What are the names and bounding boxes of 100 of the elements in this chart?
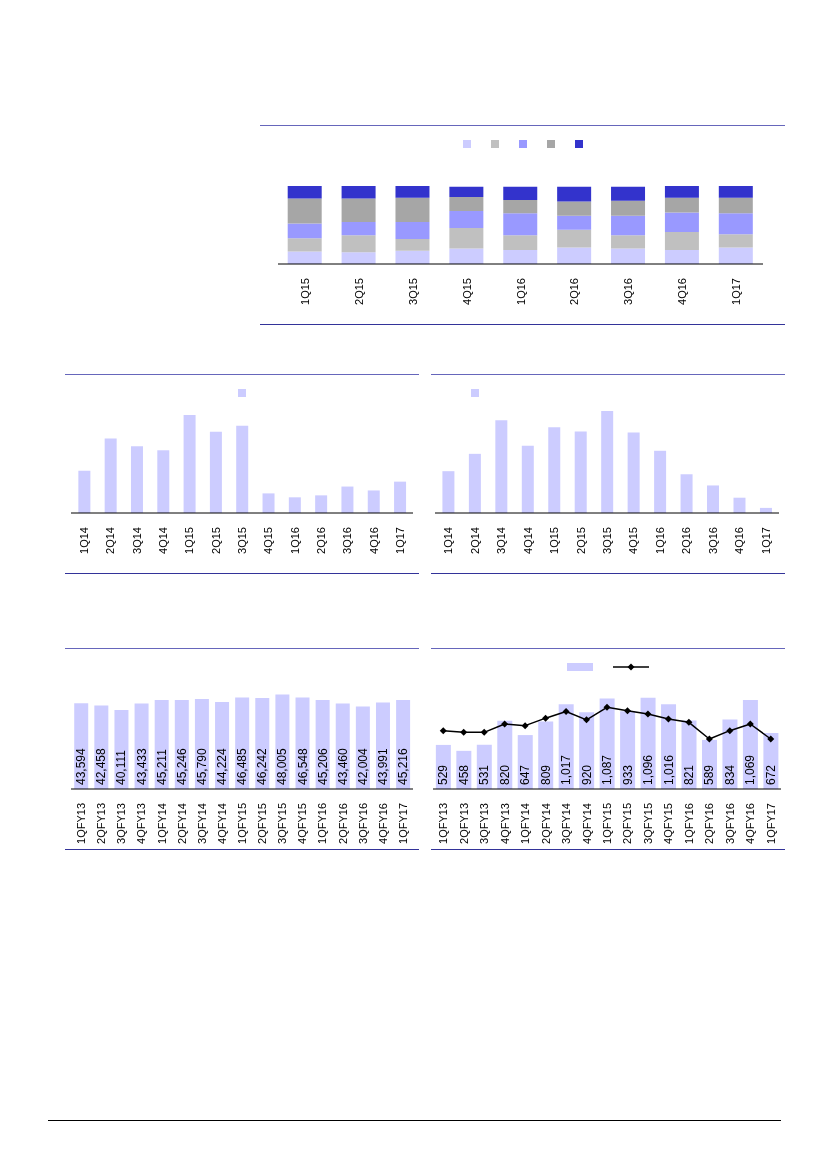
x-tick-label: 3Q15: [406, 278, 419, 305]
x-tick-label: 1Q17: [759, 527, 772, 554]
bar: [236, 425, 249, 513]
x-tick-label: 2Q14: [468, 527, 481, 554]
x-tick-label: 3QFY15: [641, 803, 654, 844]
data-label: 45,216: [396, 747, 411, 785]
x-tick-label: 2QFY14: [175, 803, 188, 844]
bar: [707, 485, 720, 513]
bar: [395, 221, 430, 240]
bar: [449, 196, 484, 211]
point: [644, 710, 652, 718]
data-label: 589: [702, 764, 717, 785]
x-tick-label: 4Q15: [262, 527, 275, 554]
x-tick-label: 1QFY13: [75, 803, 88, 844]
data-label: 820: [497, 764, 512, 785]
bar: [718, 186, 753, 198]
x-tick-label: 4QFY15: [296, 803, 309, 844]
x-tick-label: 3QFY13: [478, 803, 491, 844]
x-tick-label: 2QFY16: [336, 803, 349, 844]
x-tick-label: 2Q16: [568, 278, 581, 305]
data-label: 1,096: [641, 754, 656, 785]
bar: [599, 698, 615, 789]
point: [603, 703, 611, 711]
x-tick-label: 1Q15: [183, 527, 196, 554]
bar: [104, 438, 117, 513]
x-tick-label: 3Q14: [130, 527, 143, 554]
x-tick-label: 1QFY16: [316, 803, 329, 844]
x-tick-label: 2QFY13: [95, 803, 108, 844]
bar: [611, 200, 646, 216]
x-tick-label: 2QFY14: [539, 803, 552, 844]
bar: [468, 453, 481, 513]
x-tick-label: 1Q17: [393, 527, 406, 554]
data-label: 1,017: [559, 754, 574, 785]
bar: [367, 490, 380, 513]
x-tick-label: 2Q16: [314, 527, 327, 554]
bar: [449, 248, 484, 264]
data-label: 43,433: [134, 747, 149, 785]
x-tick-label: 2QFY13: [457, 803, 470, 844]
x-tick-label: 4QFY13: [135, 803, 148, 844]
x-tick-label: 3QFY13: [115, 803, 128, 844]
x-tick-label: 1QFY16: [682, 803, 695, 844]
x-tick-label: 4Q16: [367, 527, 380, 554]
data-label: 933: [620, 764, 635, 785]
bar: [288, 497, 301, 513]
bar: [341, 235, 376, 253]
bar: [521, 445, 534, 513]
bar: [680, 474, 693, 513]
bar: [718, 234, 753, 248]
x-tick-label: 4QFY16: [744, 803, 757, 844]
bar: [287, 198, 322, 224]
point: [705, 735, 713, 743]
point: [480, 728, 488, 736]
point: [726, 727, 734, 735]
x-tick-label: 2Q15: [352, 278, 365, 305]
data-label: 672: [763, 764, 778, 785]
data-label: 44,224: [215, 747, 230, 785]
x-tick-label: 4Q14: [157, 527, 170, 554]
x-tick-label: 1QFY13: [437, 803, 450, 844]
data-label: 809: [538, 764, 553, 785]
point: [767, 735, 775, 743]
x-tick-label: 4QFY14: [580, 803, 593, 844]
x-tick-label: 4QFY15: [662, 803, 675, 844]
bar: [157, 450, 170, 513]
x-tick-label: 2Q16: [680, 527, 693, 554]
x-tick-label: 4QFY14: [215, 803, 228, 844]
bar: [449, 186, 484, 197]
data-label: 1,087: [600, 754, 615, 785]
data-label: 46,548: [295, 747, 310, 785]
data-label: 48,005: [275, 747, 290, 785]
data-label: 531: [477, 764, 492, 785]
data-label: 43,594: [74, 747, 89, 785]
data-label: 46,242: [255, 747, 270, 785]
bar: [718, 197, 753, 214]
bar: [341, 221, 376, 236]
bar: [664, 212, 699, 233]
point: [746, 720, 754, 728]
bar: [503, 235, 538, 250]
x-tick-label: 4Q16: [733, 527, 746, 554]
x-tick-label: 2Q15: [574, 527, 587, 554]
bar: [503, 213, 538, 236]
bar: [341, 252, 376, 264]
data-label: 42,458: [94, 747, 109, 785]
data-label: 920: [579, 764, 594, 785]
bar: [548, 427, 561, 513]
data-label: 821: [682, 764, 697, 785]
x-tick-label: 4Q16: [676, 278, 689, 305]
x-tick-label: 2QFY15: [256, 803, 269, 844]
bar: [557, 186, 592, 202]
bar: [287, 238, 322, 252]
point: [664, 715, 672, 723]
point: [562, 708, 570, 715]
bar: [611, 215, 646, 236]
bar: [341, 186, 376, 199]
bar: [557, 201, 592, 216]
x-tick-label: 2QFY15: [621, 803, 634, 844]
bar: [395, 197, 430, 222]
bar: [395, 239, 430, 251]
x-tick-label: 1QFY14: [519, 803, 532, 844]
x-tick-label: 3Q16: [706, 527, 719, 554]
x-tick-label: 1QFY14: [155, 803, 168, 844]
